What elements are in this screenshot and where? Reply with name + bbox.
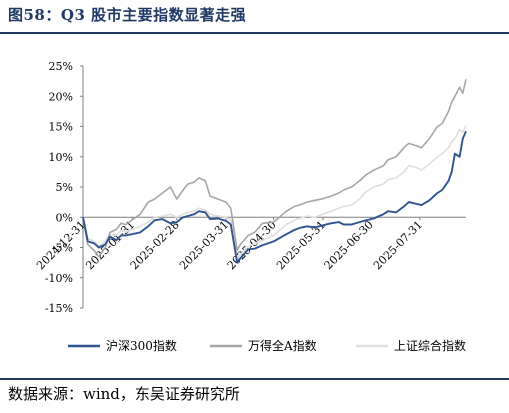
- x-tick-label: 2024-12-31: [34, 218, 88, 272]
- chart-axes: 25% 20% 15% 10% 5% 0% -5% -10% -15% 2024-12-31 202…: [34, 60, 466, 315]
- title-divider: [0, 32, 509, 34]
- x-tick-label: 2025-03-31: [177, 218, 231, 272]
- y-tick-label: 5%: [56, 181, 73, 194]
- legend-label-1: 沪深300指数: [106, 338, 177, 353]
- y-tick-label: 0%: [56, 211, 73, 224]
- data-source-note: 数据来源：wind，东吴证券研究所: [8, 385, 240, 403]
- series-line-1: [82, 130, 467, 264]
- legend-label-3: 上证综合指数: [394, 338, 466, 353]
- series-line-3: [82, 124, 467, 261]
- y-tick-label: 10%: [49, 151, 73, 164]
- line-chart: 25% 20% 15% 10% 5% 0% -5% -10% -15% 2024-12-31 202…: [34, 60, 467, 353]
- x-tick-label: 2025-07-31: [371, 218, 425, 272]
- chart-legend: 沪深300指数 万得全A指数 上证综合指数: [68, 338, 466, 353]
- figure-title: 图58：Q3 股市主要指数显著走强: [8, 6, 247, 24]
- series-line-2: [82, 79, 467, 258]
- source-divider: [0, 378, 509, 380]
- y-tick-label: -10%: [45, 272, 73, 285]
- y-tick-label: -5%: [52, 242, 73, 255]
- x-tick-label: 2025-06-30: [322, 218, 376, 272]
- y-tick-label: 20%: [49, 90, 73, 103]
- legend-label-2: 万得全A指数: [248, 338, 317, 353]
- chart-series: [82, 79, 467, 264]
- y-tick-label: 15%: [49, 121, 73, 134]
- y-tick-label: 25%: [49, 60, 73, 73]
- y-tick-label: -15%: [45, 302, 73, 315]
